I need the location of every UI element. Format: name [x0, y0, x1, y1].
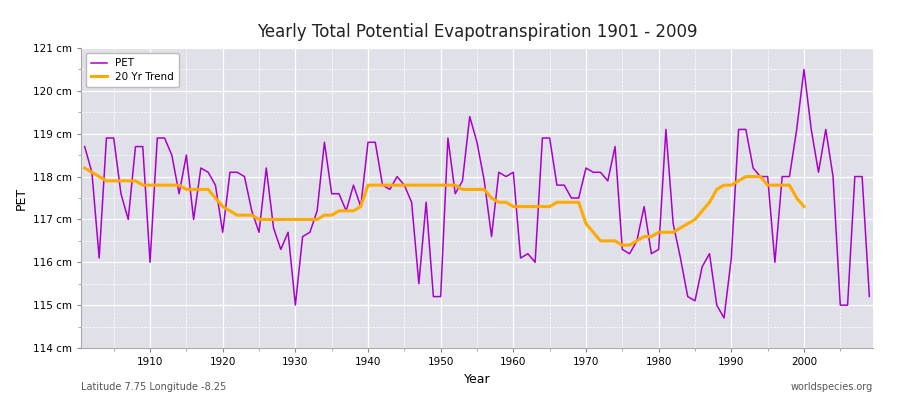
20 Yr Trend [508, 204, 518, 209]
Title: Yearly Total Potential Evapotranspiration 1901 - 2009: Yearly Total Potential Evapotranspiratio… [256, 23, 698, 41]
Text: worldspecies.org: worldspecies.org [791, 382, 873, 392]
20 Yr Trend [616, 243, 627, 248]
20 Yr Trend [748, 174, 759, 179]
20 Yr Trend [247, 213, 257, 218]
20 Yr Trend [798, 204, 809, 209]
PET [595, 170, 606, 175]
20 Yr Trend [770, 183, 780, 188]
20 Yr Trend [450, 183, 461, 188]
PET [508, 170, 518, 175]
PET [864, 294, 875, 299]
Y-axis label: PET: PET [14, 186, 27, 210]
PET [79, 144, 90, 149]
PET [718, 316, 729, 320]
PET [138, 144, 148, 149]
Text: Latitude 7.75 Longitude -8.25: Latitude 7.75 Longitude -8.25 [81, 382, 226, 392]
Legend: PET, 20 Yr Trend: PET, 20 Yr Trend [86, 53, 179, 87]
20 Yr Trend [79, 166, 90, 170]
PET [297, 234, 308, 239]
20 Yr Trend [217, 204, 228, 209]
Line: PET: PET [85, 70, 869, 318]
Line: 20 Yr Trend: 20 Yr Trend [85, 168, 804, 245]
PET [341, 208, 352, 213]
PET [798, 67, 809, 72]
X-axis label: Year: Year [464, 372, 490, 386]
PET [500, 174, 511, 179]
